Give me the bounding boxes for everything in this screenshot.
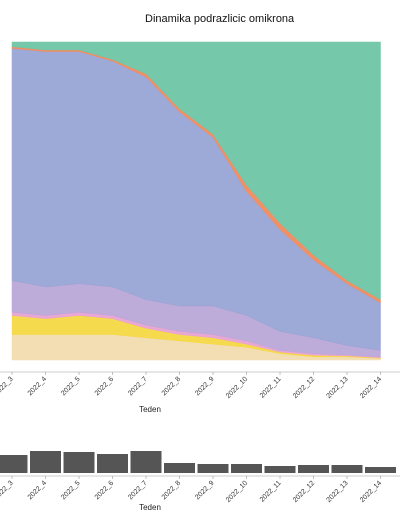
x-tick-label: 2022_14 [359,376,383,400]
x-tick-label: 2022_8 [161,376,183,398]
bar [264,466,296,473]
x-tick-label: 2022_11 [259,480,283,504]
bar [97,454,128,473]
x-tick-label: 2022_12 [292,480,316,504]
bar [130,451,162,473]
x-tick-label: 2022_13 [325,480,349,504]
x-axis-title: Teden [139,503,161,512]
x-tick-label: 2022_3 [0,480,15,502]
x-tick-label: 2022_5 [60,480,82,502]
bar [298,465,329,473]
bar [30,451,61,473]
x-tick-label: 2022_4 [27,376,49,398]
chart-title: Dinamika podrazlicic omikrona [145,13,295,25]
x-tick-label: 2022_14 [359,480,383,504]
x-tick-label: 2022_11 [259,376,283,400]
x-tick-label: 2022_6 [94,376,116,398]
x-tick-label: 2022_9 [194,376,216,398]
x-tick-label: 2022_10 [225,480,249,504]
x-tick-label: 2022_13 [325,376,349,400]
x-tick-label: 2022_9 [194,480,216,502]
x-tick-label: 2022_5 [60,376,82,398]
bar [0,455,28,473]
bar [231,464,262,473]
x-tick-label: 2022_12 [292,376,316,400]
bar [197,464,229,473]
x-tick-label: 2022_7 [127,480,149,502]
x-axis-title: Teden [139,405,161,414]
x-tick-label: 2022_10 [225,376,249,400]
bar [331,465,363,473]
bar [365,467,396,473]
bar [63,452,95,473]
x-tick-label: 2022_7 [127,376,149,398]
bar [164,463,195,473]
x-tick-label: 2022_8 [161,480,183,502]
x-tick-label: 2022_6 [94,480,116,502]
x-tick-label: 2022_3 [0,376,15,398]
area-layer [11,41,381,301]
x-tick-label: 2022_4 [27,480,49,502]
